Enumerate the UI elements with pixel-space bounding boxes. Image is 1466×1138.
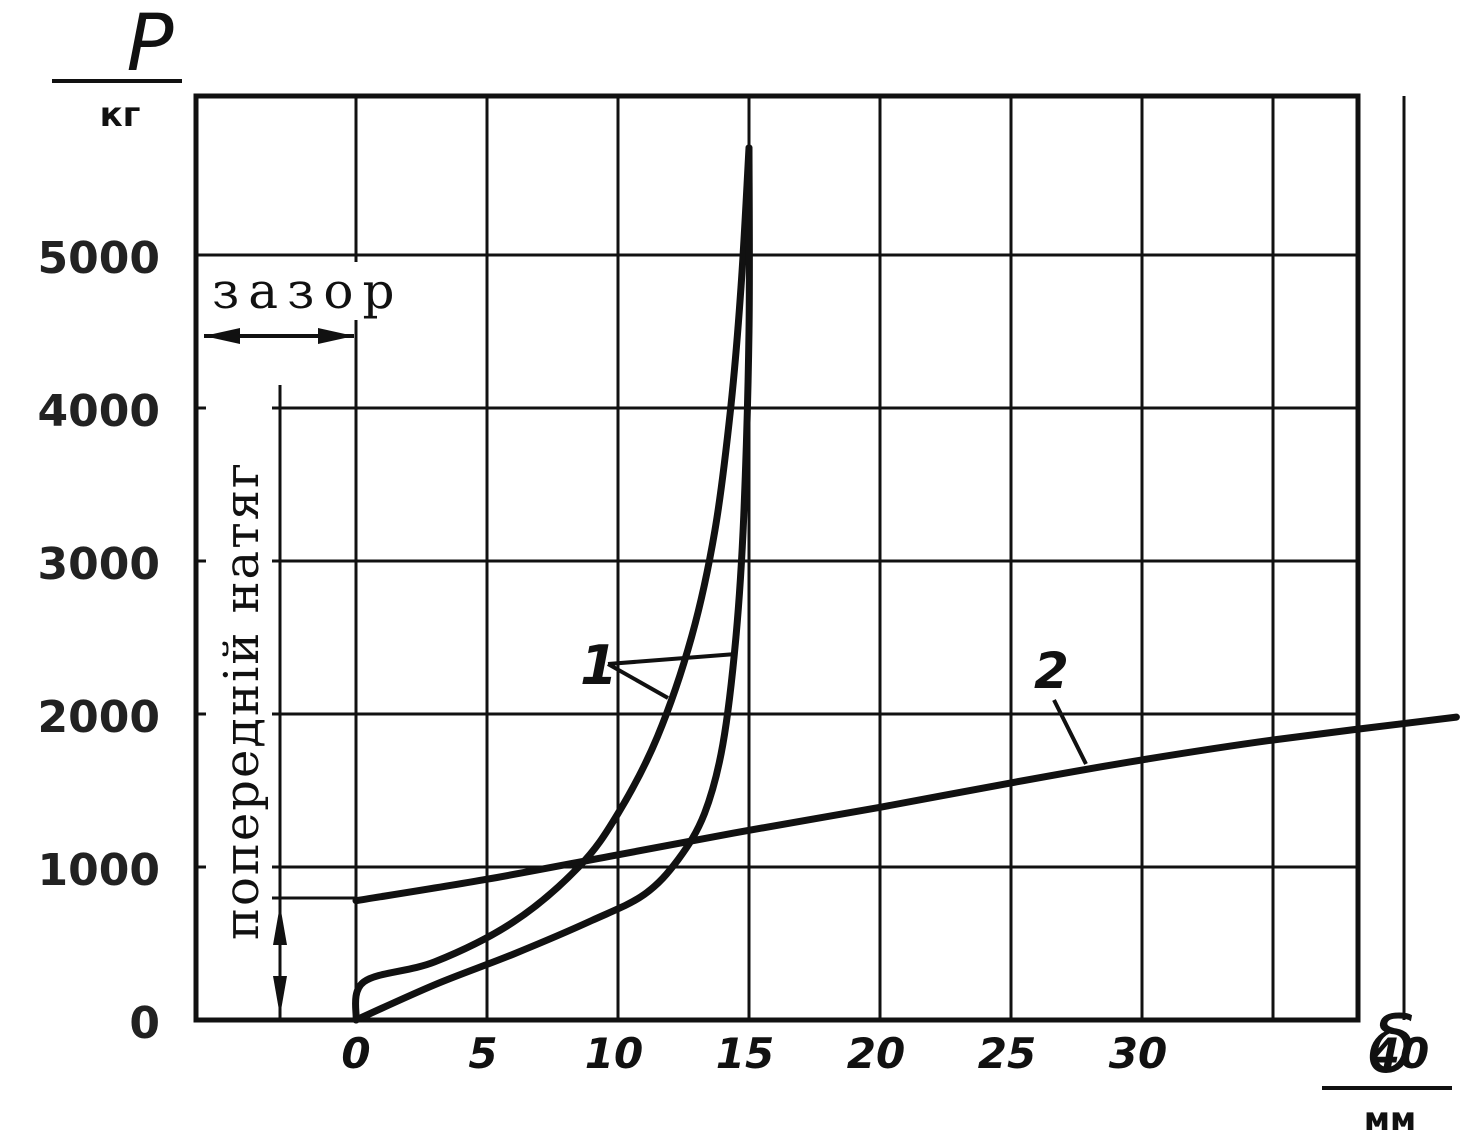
series-layer [352,144,1460,1024]
y-axis-symbol: P [126,0,173,89]
pretension-label: попередній натяг [214,461,270,940]
x-tick-label: 20 [847,1029,905,1078]
series-line-2 [352,144,753,1024]
series-line-3 [352,713,1460,905]
curve-labels: 1 2 [580,634,1088,765]
x-tick-label: 15 [716,1029,774,1078]
x-tick-label: 40 [1370,1029,1429,1078]
y-tick-label: 0 [129,998,160,1049]
pretension-arrow-down [273,976,287,1016]
gap-annotation: зазор [204,262,408,344]
curve-1-leader-lower [607,662,669,700]
y-tick-label: 3000 [38,539,160,590]
pretension-label-bg [206,385,272,945]
x-axis-unit: мм [1364,1100,1416,1138]
y-axis-unit: кг [100,95,141,135]
gap-arrow-left [204,328,240,344]
plot-frame [193,93,1361,1023]
y-axis-ticks: 0 1000 2000 3000 4000 5000 [38,233,160,1049]
x-axis-symbol: δ [1368,998,1417,1091]
y-axis-label: P кг [52,0,182,135]
y-tick-label: 4000 [38,386,160,437]
x-tick-label: 5 [468,1029,497,1078]
gap-arrow-right [318,328,354,344]
gap-label: зазор [212,262,403,320]
x-axis-label: δ мм [1322,998,1452,1138]
y-tick-label: 2000 [38,692,160,743]
x-tick-label: 30 [1109,1029,1167,1078]
y-tick-label: 1000 [38,845,160,896]
curve-1-leader-upper [607,652,737,666]
x-tick-label: 10 [585,1029,643,1078]
curve-2-leader [1052,699,1088,765]
x-tick-label: 25 [978,1029,1036,1078]
x-axis-ticks: 0 5 10 15 20 25 30 40 [341,1029,1429,1078]
pretension-annotation: попередній натяг [206,385,356,1020]
y-tick-label: 5000 [38,233,160,284]
chart-grid [196,96,1406,1020]
series-line-1 [352,144,753,1024]
curve-2-label: 2 [1034,642,1069,700]
gap-label-bg [206,262,408,320]
pretension-arrow-up [273,905,287,945]
x-tick-label: 0 [341,1029,370,1078]
